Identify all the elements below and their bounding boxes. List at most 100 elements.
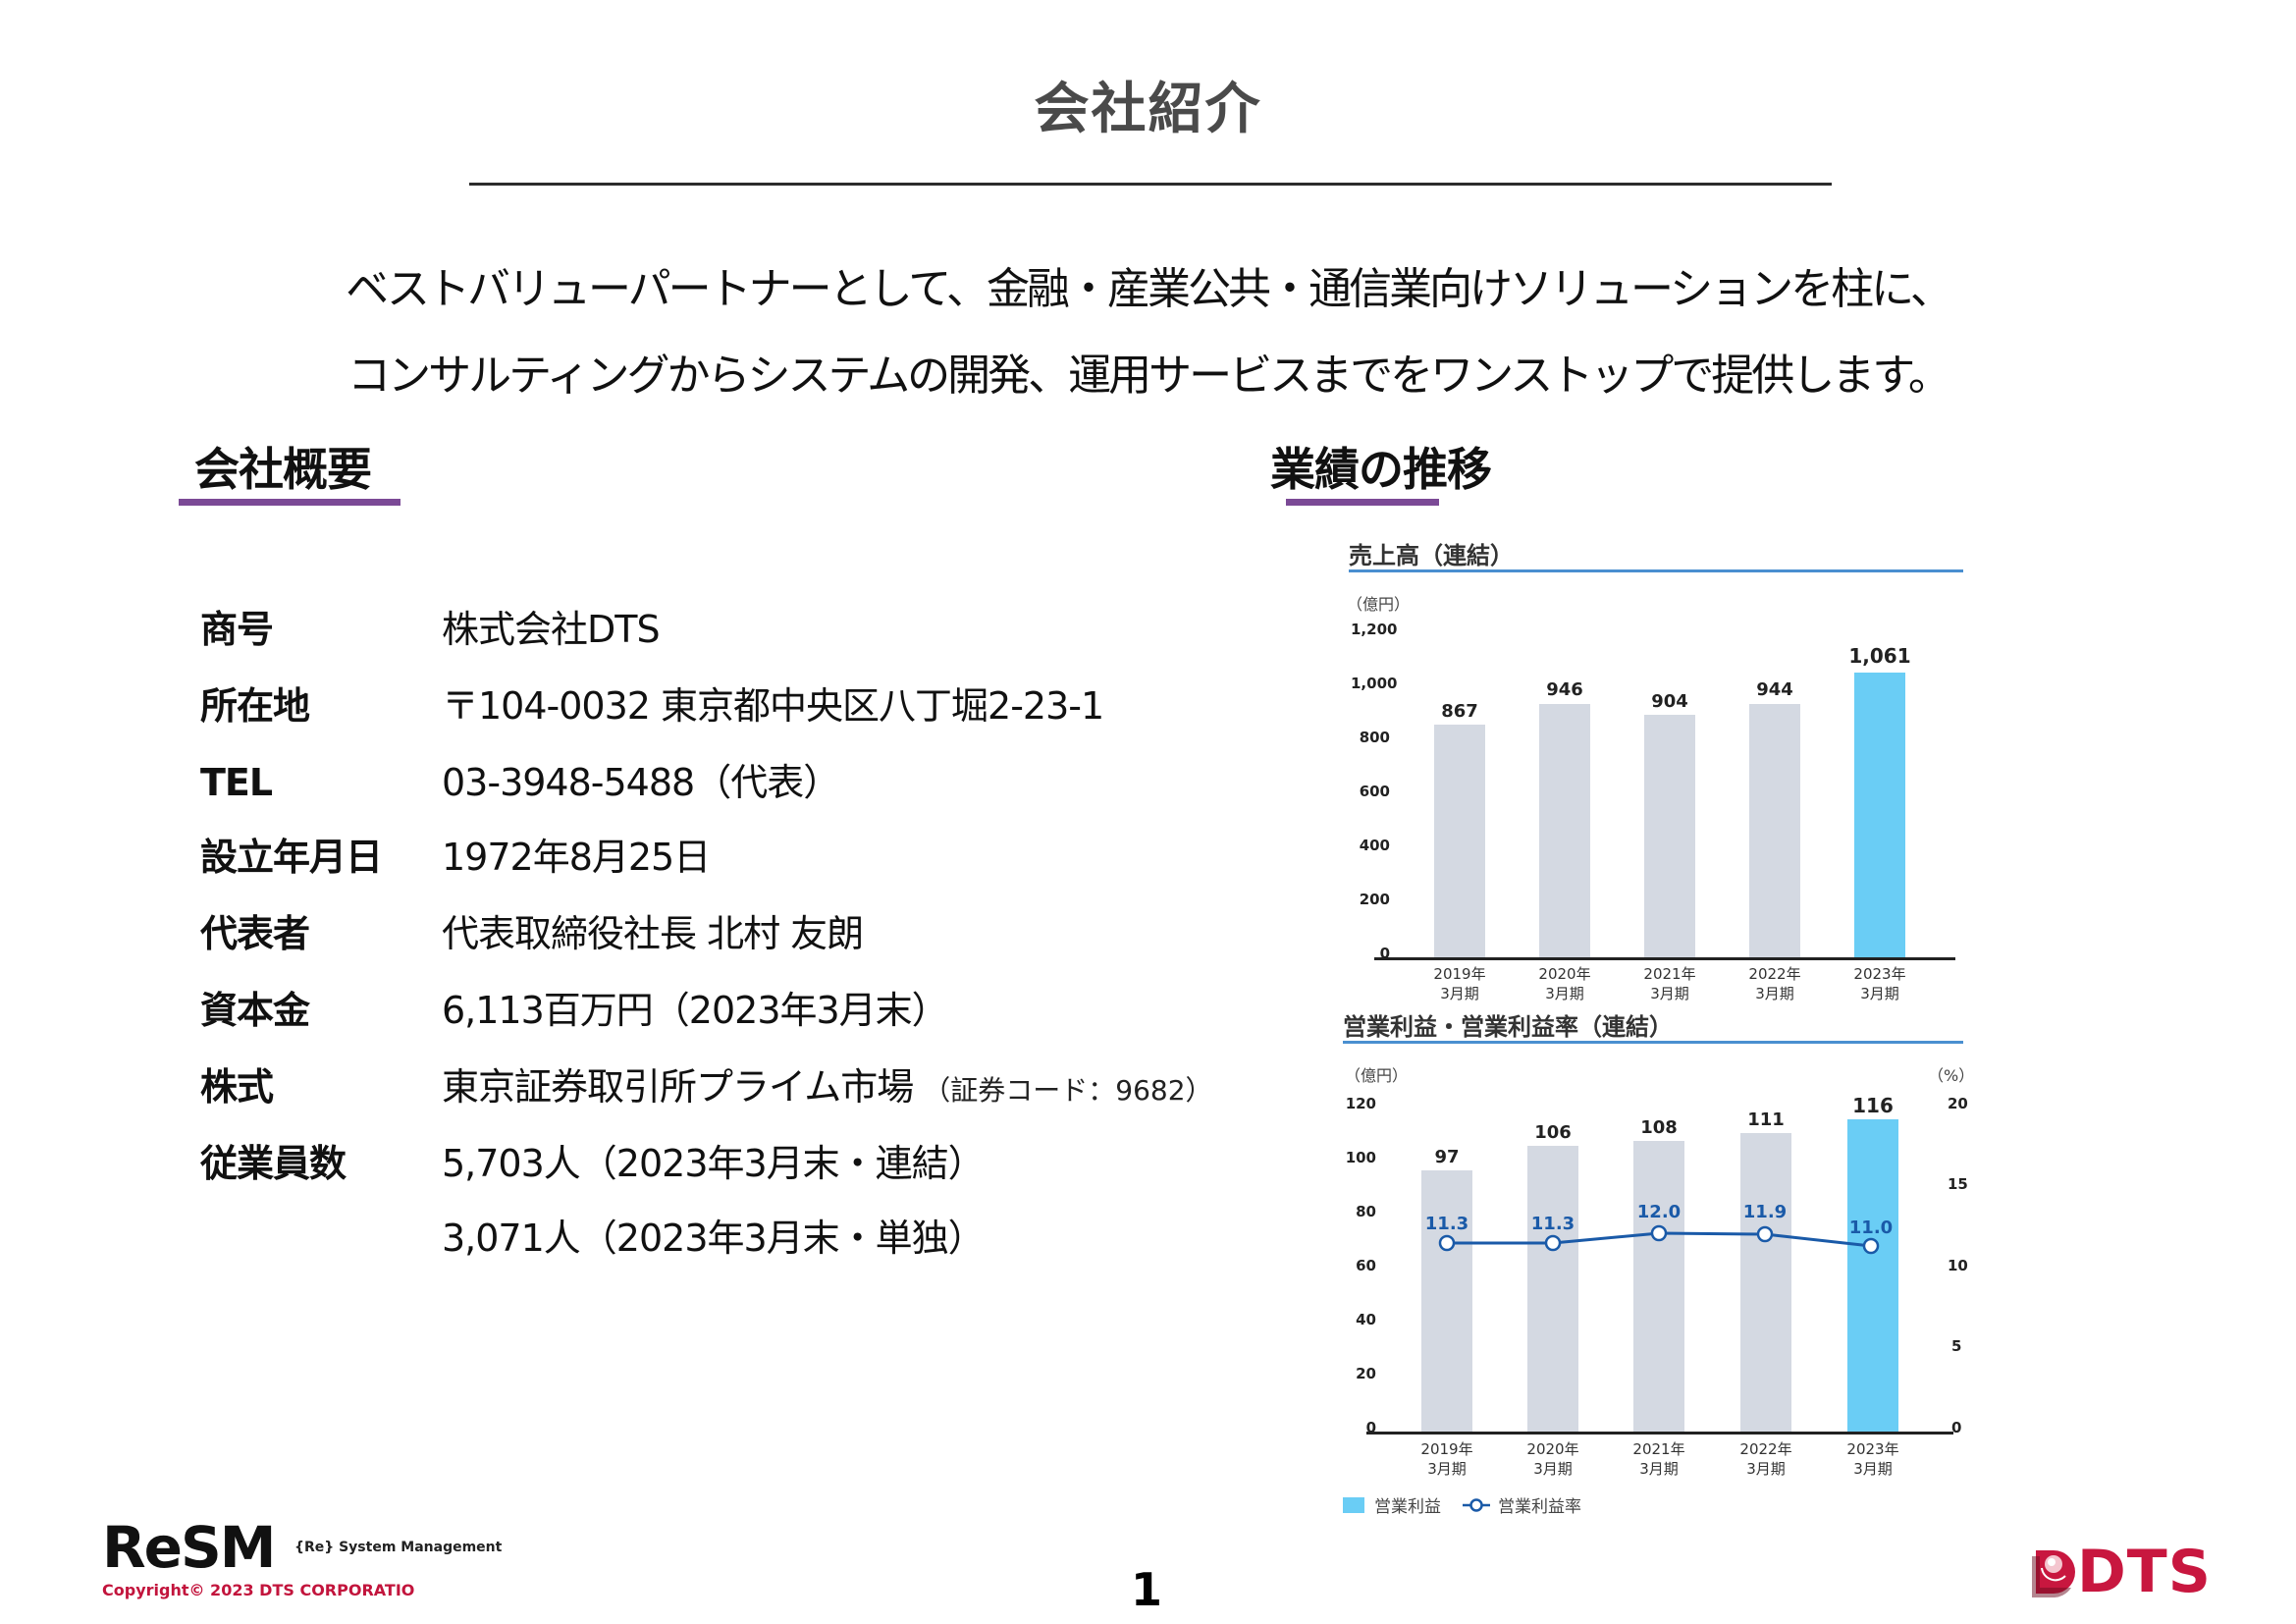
line-point-marker — [1544, 1234, 1562, 1252]
info-row-company-name: 商号 株式会社DTS — [200, 603, 661, 656]
y-axis-unit: （億円） — [1345, 1066, 1409, 1085]
overview-heading-underline — [179, 499, 400, 506]
info-value: 代表取締役社長 北村 友朗 — [442, 912, 864, 955]
y-tick-right: 10 — [1948, 1257, 1968, 1274]
info-row-stock: 株式 東京証券取引所プライム市場 （証券コード：9682） — [200, 1060, 1213, 1113]
line-value-label: 11.0 — [1848, 1218, 1894, 1238]
dts-logo-text: DTS — [2077, 1538, 2212, 1606]
info-row-address: 所在地 〒104-0032 東京都中央区八丁堀2-23-1 — [200, 679, 1104, 732]
performance-heading: 業績の推移 — [1270, 443, 1492, 496]
category-year: 2023年 — [1846, 1440, 1899, 1458]
y-tick: 0 — [1379, 945, 1390, 962]
line-point-marker — [1862, 1237, 1880, 1255]
x-category-label: 2019年 3月期 — [1398, 1439, 1496, 1479]
category-period: 3月期 — [1545, 985, 1584, 1002]
category-year: 2020年 — [1526, 1440, 1579, 1458]
x-category-label: 2023年 3月期 — [1824, 1439, 1922, 1479]
category-year: 2019年 — [1433, 965, 1486, 983]
category-period: 3月期 — [1533, 1460, 1573, 1478]
bar-value-label: 904 — [1651, 691, 1688, 712]
op-income-bar-2021 — [1633, 1141, 1684, 1433]
category-period: 3月期 — [1440, 985, 1479, 1002]
y-tick: 20 — [1356, 1365, 1376, 1382]
info-label: TEL — [200, 761, 273, 804]
category-period: 3月期 — [1746, 1460, 1786, 1478]
y-tick-right: 15 — [1948, 1175, 1968, 1193]
op-income-bar-2022 — [1740, 1133, 1791, 1433]
legend-bar-swatch-icon — [1343, 1496, 1364, 1513]
chart-title-rule — [1349, 569, 1963, 572]
page-title: 会社紹介 — [1034, 78, 1262, 141]
operating-margin-line — [1438, 1224, 1880, 1255]
line-value-label: 11.3 — [1424, 1214, 1469, 1234]
info-label — [200, 1212, 442, 1265]
bar-value-label: 116 — [1852, 1094, 1894, 1117]
op-income-bar-2019 — [1421, 1170, 1472, 1433]
copyright-text: Copyright© 2023 DTS CORPORATIO — [102, 1581, 415, 1599]
y-tick: 1,000 — [1351, 675, 1398, 692]
line-value-label: 11.3 — [1530, 1214, 1575, 1234]
y-axis-unit-right: （%） — [1928, 1066, 1975, 1085]
category-period: 3月期 — [1860, 985, 1899, 1002]
info-row-representative: 代表者 代表取締役社長 北村 友朗 — [200, 907, 864, 960]
dts-logo: DTS — [2032, 1538, 2212, 1606]
y-tick: 400 — [1359, 837, 1390, 854]
category-year: 2023年 — [1853, 965, 1906, 983]
category-period: 3月期 — [1639, 1460, 1679, 1478]
legend-label: 営業利益 — [1374, 1497, 1441, 1517]
x-category-label: 2021年 3月期 — [1610, 1439, 1708, 1479]
y-tick: 1,200 — [1351, 621, 1398, 638]
info-label: 代表者 — [200, 912, 310, 955]
chart-title-rule — [1343, 1041, 1963, 1044]
bar-value-label: 946 — [1546, 679, 1583, 700]
info-label: 資本金 — [200, 989, 310, 1032]
info-value: 03-3948-5488（代表） — [442, 761, 840, 804]
x-axis-line — [1366, 1432, 1953, 1435]
bar-value-label: 1,061 — [1848, 644, 1911, 668]
info-value: 6,113百万円（2023年3月末） — [442, 989, 949, 1032]
x-category-label: 2020年 3月期 — [1504, 1439, 1602, 1479]
category-year: 2020年 — [1538, 965, 1591, 983]
info-note: （証券コード：9682） — [923, 1074, 1213, 1107]
info-row-tel: TEL 03-3948-5488（代表） — [200, 756, 840, 809]
line-value-label: 12.0 — [1636, 1202, 1682, 1222]
y-tick: 200 — [1359, 891, 1390, 908]
info-label: 株式 — [200, 1065, 274, 1109]
sales-bar-2019 — [1434, 725, 1485, 958]
info-label: 設立年月日 — [200, 836, 383, 879]
info-value: 5,703人（2023年3月末・連結） — [442, 1142, 986, 1185]
info-row-employees: 従業員数 5,703人（2023年3月末・連結） — [200, 1137, 986, 1190]
category-year: 2021年 — [1632, 1440, 1685, 1458]
y-tick: 120 — [1345, 1095, 1376, 1112]
chart-legend: 営業利益 営業利益率 — [1343, 1492, 1581, 1517]
dts-logo-mark-icon — [2032, 1550, 2075, 1597]
resm-logo-subtitle: {Re} System Management — [294, 1540, 503, 1555]
info-value: 〒104-0032 東京都中央区八丁堀2-23-1 — [442, 684, 1104, 728]
x-category-label: 2022年 3月期 — [1717, 1439, 1815, 1479]
y-tick-right: 0 — [1951, 1419, 1962, 1436]
category-year: 2021年 — [1643, 965, 1696, 983]
bar-value-label: 106 — [1534, 1122, 1572, 1143]
page-number: 1 — [1131, 1563, 1163, 1616]
y-tick: 800 — [1359, 729, 1390, 746]
info-value: 株式会社DTS — [442, 608, 661, 651]
info-value: 東京証券取引所プライム市場 — [442, 1065, 914, 1109]
y-tick-right: 5 — [1951, 1337, 1962, 1355]
op-income-bar-2023 — [1847, 1119, 1898, 1433]
sales-bar-2023 — [1854, 673, 1905, 958]
y-tick: 40 — [1356, 1311, 1376, 1328]
tagline-line-2: コンサルティングからシステムの開発、運用サービスまでをワンストップで提供します。 — [347, 351, 1951, 401]
category-year: 2022年 — [1739, 1440, 1792, 1458]
bar-value-label: 944 — [1756, 679, 1793, 700]
x-category-label: 2023年 3月期 — [1831, 964, 1929, 1003]
line-point-marker — [1438, 1234, 1456, 1252]
line-point-marker — [1756, 1225, 1774, 1243]
y-tick: 600 — [1359, 783, 1390, 800]
bar-value-label: 867 — [1441, 701, 1478, 722]
bar-value-label: 108 — [1640, 1117, 1678, 1138]
info-value: 1972年8月25日 — [442, 836, 711, 879]
performance-heading-underline — [1286, 499, 1439, 506]
info-row-capital: 資本金 6,113百万円（2023年3月末） — [200, 984, 949, 1037]
category-period: 3月期 — [1853, 1460, 1893, 1478]
x-category-label: 2021年 3月期 — [1621, 964, 1719, 1003]
